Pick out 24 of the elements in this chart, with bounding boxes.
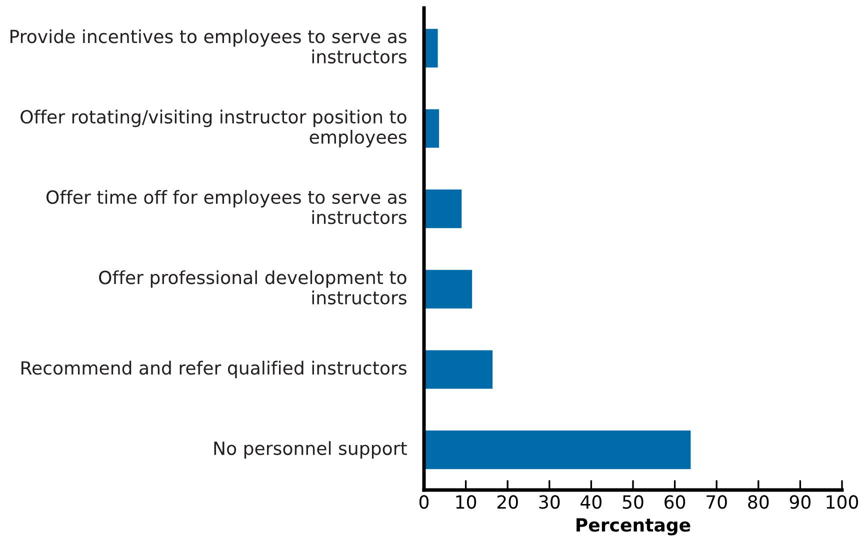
- x-axis-title: Percentage: [576, 518, 690, 536]
- bar: [424, 350, 493, 389]
- x-tick-label: 10: [456, 495, 476, 509]
- bar: [424, 28, 438, 68]
- y-tick-label: Provide incentives to employees to serve as instructors: [10, 29, 406, 64]
- bar: [424, 109, 440, 148]
- x-tick-label: 0: [419, 495, 429, 509]
- x-tick-label: 70: [706, 495, 727, 509]
- x-tick-label: 90: [790, 495, 810, 509]
- y-tick-label: Offer time off for employees to serve as instructors: [46, 190, 406, 224]
- x-tick-label: 50: [622, 495, 644, 509]
- x-tick-label: 40: [580, 495, 602, 509]
- x-tick-label: 20: [497, 495, 518, 509]
- y-tick-label: No personnel support: [214, 441, 407, 459]
- y-tick-label: Offer rotating/visiting instructor position to employees: [20, 110, 406, 148]
- x-tick-label: 30: [539, 495, 560, 509]
- bar: [424, 190, 462, 228]
- y-tick-label: Offer professional development to instructors: [99, 270, 406, 305]
- bar: [424, 430, 691, 470]
- y-tick-label: Recommend and refer qualified instructors: [22, 360, 406, 378]
- x-tick-label: 60: [664, 495, 686, 509]
- x-tick-label: 80: [748, 495, 769, 509]
- x-tick-label: 100: [826, 495, 858, 509]
- bar: [424, 270, 472, 308]
